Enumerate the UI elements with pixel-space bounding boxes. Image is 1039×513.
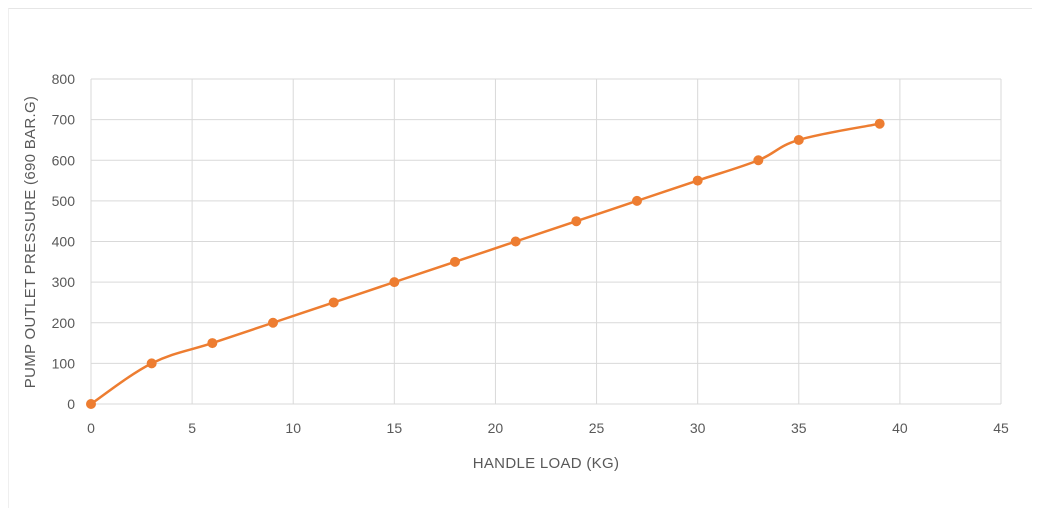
x-tick-label: 20 xyxy=(488,420,504,436)
data-point xyxy=(146,358,157,369)
y-tick-label: 500 xyxy=(52,193,76,209)
x-tick-label: 10 xyxy=(285,420,301,436)
data-point xyxy=(328,297,339,308)
y-tick-label: 0 xyxy=(67,396,75,412)
data-series xyxy=(86,118,885,409)
x-tick-label: 5 xyxy=(188,420,196,436)
y-tick-label: 300 xyxy=(52,274,76,290)
x-tick-label: 0 xyxy=(87,420,95,436)
x-tick-label: 35 xyxy=(791,420,807,436)
data-point xyxy=(389,277,400,288)
series-line xyxy=(89,122,881,406)
x-tick-label: 25 xyxy=(589,420,605,436)
y-tick-label: 600 xyxy=(52,152,76,168)
data-point xyxy=(874,118,885,129)
y-tick-label: 100 xyxy=(52,355,76,371)
data-point xyxy=(632,195,642,206)
chart-area xyxy=(8,8,1032,508)
x-tick-label: 40 xyxy=(892,420,908,436)
data-point xyxy=(571,216,582,227)
data-point xyxy=(268,317,278,328)
y-axis-tick-labels: 0 100 200 300 400 500 600 700 800 xyxy=(52,71,76,412)
data-point xyxy=(510,236,521,247)
y-tick-label: 400 xyxy=(52,234,76,250)
data-point xyxy=(207,338,218,349)
y-tick-label: 200 xyxy=(52,315,76,331)
y-axis-title: PUMP OUTLET PRESSURE (690 BAR.G) xyxy=(22,96,39,388)
data-point xyxy=(793,134,804,145)
data-point xyxy=(450,256,460,267)
data-point xyxy=(86,399,96,409)
x-tick-label: 45 xyxy=(993,420,1009,436)
gridlines xyxy=(90,78,1002,405)
x-tick-label: 15 xyxy=(387,420,403,436)
y-tick-label: 700 xyxy=(52,112,76,128)
x-axis-tick-labels: 0 5 10 15 20 25 30 35 40 45 xyxy=(87,420,1009,436)
y-tick-label: 800 xyxy=(52,71,76,87)
data-point xyxy=(692,175,703,186)
data-point xyxy=(753,155,764,166)
x-axis-title: HANDLE LOAD (KG) xyxy=(473,455,620,472)
x-tick-label: 30 xyxy=(690,420,706,436)
